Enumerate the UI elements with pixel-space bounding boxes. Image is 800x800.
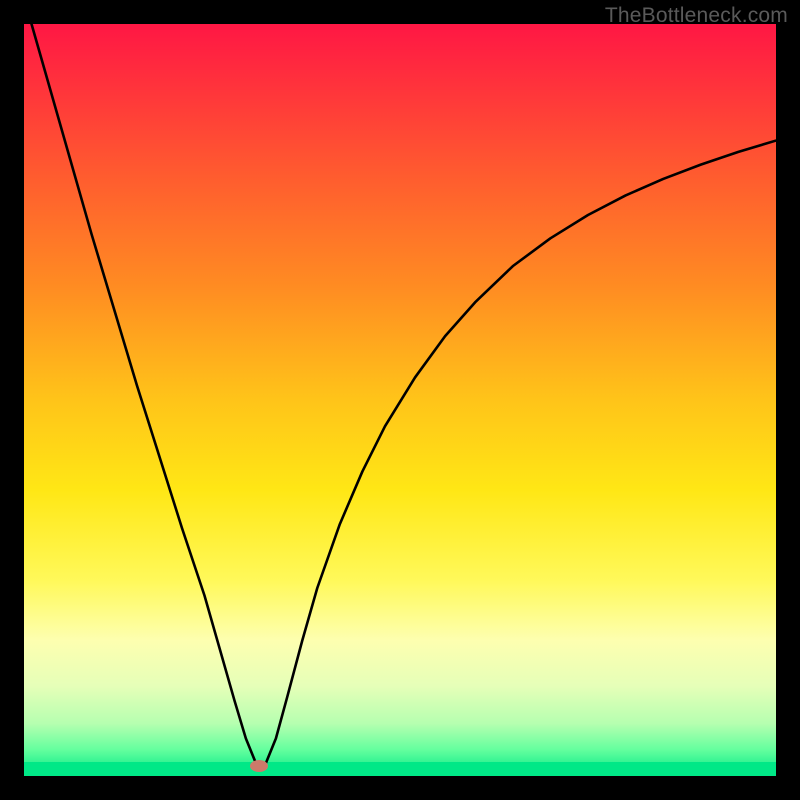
bottleneck-curve bbox=[24, 24, 776, 776]
watermark-text: TheBottleneck.com bbox=[605, 4, 788, 28]
plot-frame bbox=[24, 24, 776, 776]
